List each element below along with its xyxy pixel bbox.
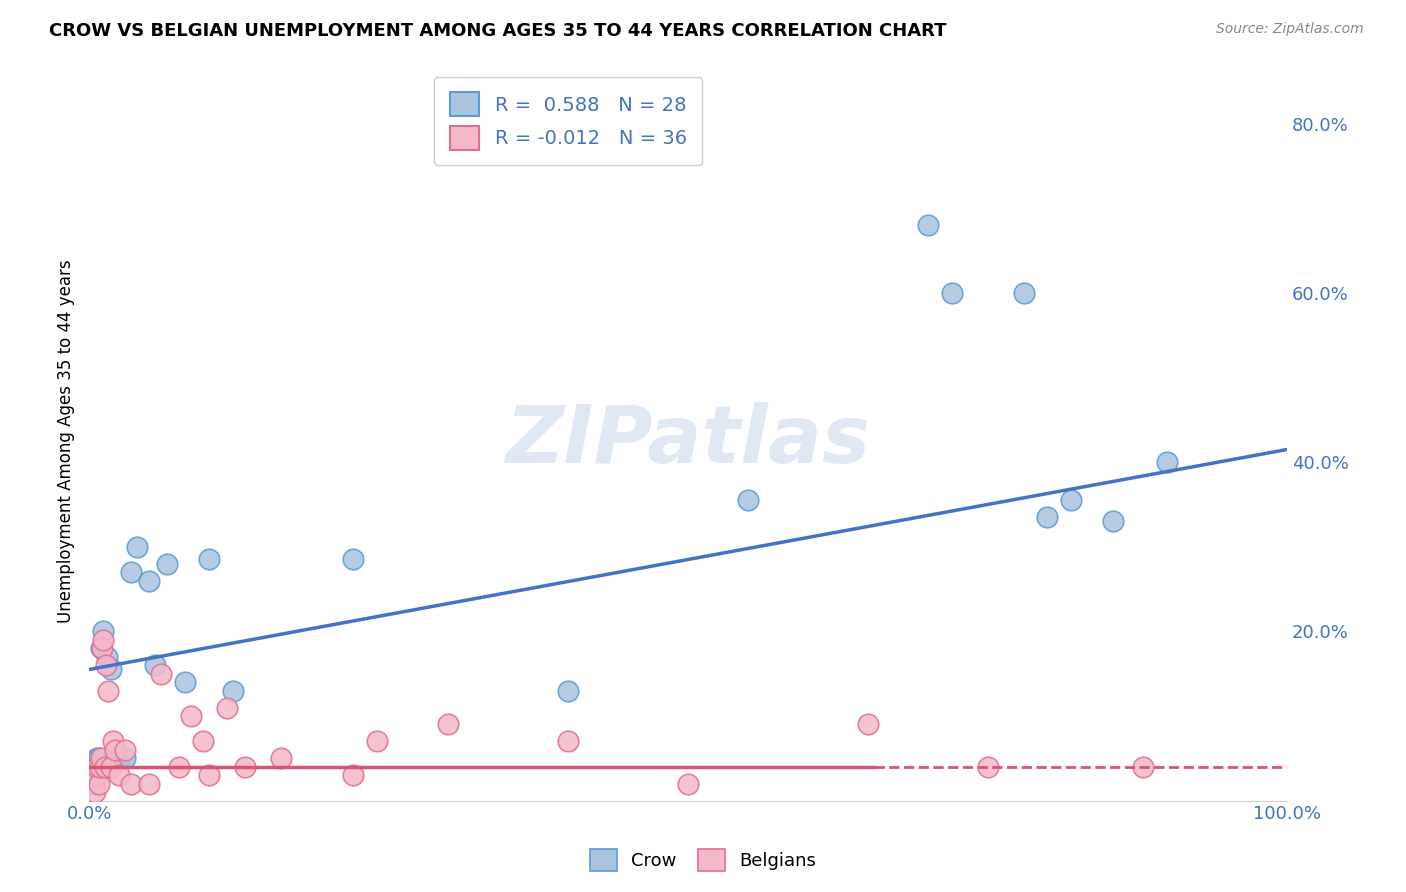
Point: [976, 760, 998, 774]
Point: [557, 683, 579, 698]
Legend: Crow, Belgians: Crow, Belgians: [582, 842, 824, 879]
Point: [138, 574, 160, 588]
Point: [101, 734, 124, 748]
Point: [174, 675, 197, 690]
Point: [83, 777, 105, 791]
Point: [108, 751, 131, 765]
Y-axis label: Unemployment Among Ages 35 to 44 years: Unemployment Among Ages 35 to 44 years: [58, 260, 75, 623]
Point: [366, 734, 388, 748]
Point: [676, 777, 699, 791]
Point: [87, 777, 110, 791]
Text: ZIPatlas: ZIPatlas: [506, 402, 870, 480]
Point: [114, 743, 136, 757]
Point: [1102, 515, 1125, 529]
Point: [149, 666, 172, 681]
Point: [97, 683, 120, 698]
Point: [86, 751, 108, 765]
Point: [437, 717, 460, 731]
Text: Source: ZipAtlas.com: Source: ZipAtlas.com: [1216, 22, 1364, 37]
Point: [1036, 510, 1059, 524]
Point: [90, 751, 112, 765]
Point: [120, 777, 142, 791]
Point: [1012, 285, 1035, 300]
Point: [84, 753, 107, 767]
Point: [215, 700, 238, 714]
Point: [917, 219, 939, 233]
Point: [100, 760, 122, 774]
Point: [90, 641, 112, 656]
Point: [167, 760, 190, 774]
Point: [93, 632, 115, 647]
Point: [86, 760, 108, 774]
Point: [270, 751, 292, 765]
Point: [138, 777, 160, 791]
Point: [342, 552, 364, 566]
Point: [1156, 455, 1178, 469]
Point: [93, 760, 115, 774]
Point: [557, 734, 579, 748]
Point: [198, 552, 221, 566]
Point: [120, 565, 142, 579]
Point: [222, 683, 245, 698]
Point: [108, 768, 131, 782]
Point: [84, 768, 107, 782]
Point: [143, 658, 166, 673]
Point: [93, 624, 115, 639]
Point: [84, 785, 107, 799]
Point: [1132, 760, 1154, 774]
Text: CROW VS BELGIAN UNEMPLOYMENT AMONG AGES 35 TO 44 YEARS CORRELATION CHART: CROW VS BELGIAN UNEMPLOYMENT AMONG AGES …: [49, 22, 946, 40]
Point: [91, 641, 114, 656]
Point: [342, 768, 364, 782]
Point: [941, 285, 963, 300]
Point: [156, 557, 179, 571]
Point: [101, 751, 124, 765]
Point: [104, 743, 127, 757]
Point: [100, 663, 122, 677]
Point: [180, 709, 202, 723]
Legend: R =  0.588   N = 28, R = -0.012   N = 36: R = 0.588 N = 28, R = -0.012 N = 36: [434, 77, 702, 165]
Point: [94, 658, 117, 673]
Point: [82, 772, 104, 787]
Point: [87, 751, 110, 765]
Point: [1060, 493, 1083, 508]
Point: [114, 751, 136, 765]
Point: [96, 649, 118, 664]
Point: [89, 760, 111, 774]
Point: [198, 768, 221, 782]
Point: [125, 540, 148, 554]
Point: [856, 717, 879, 731]
Point: [191, 734, 214, 748]
Point: [233, 760, 256, 774]
Point: [737, 493, 759, 508]
